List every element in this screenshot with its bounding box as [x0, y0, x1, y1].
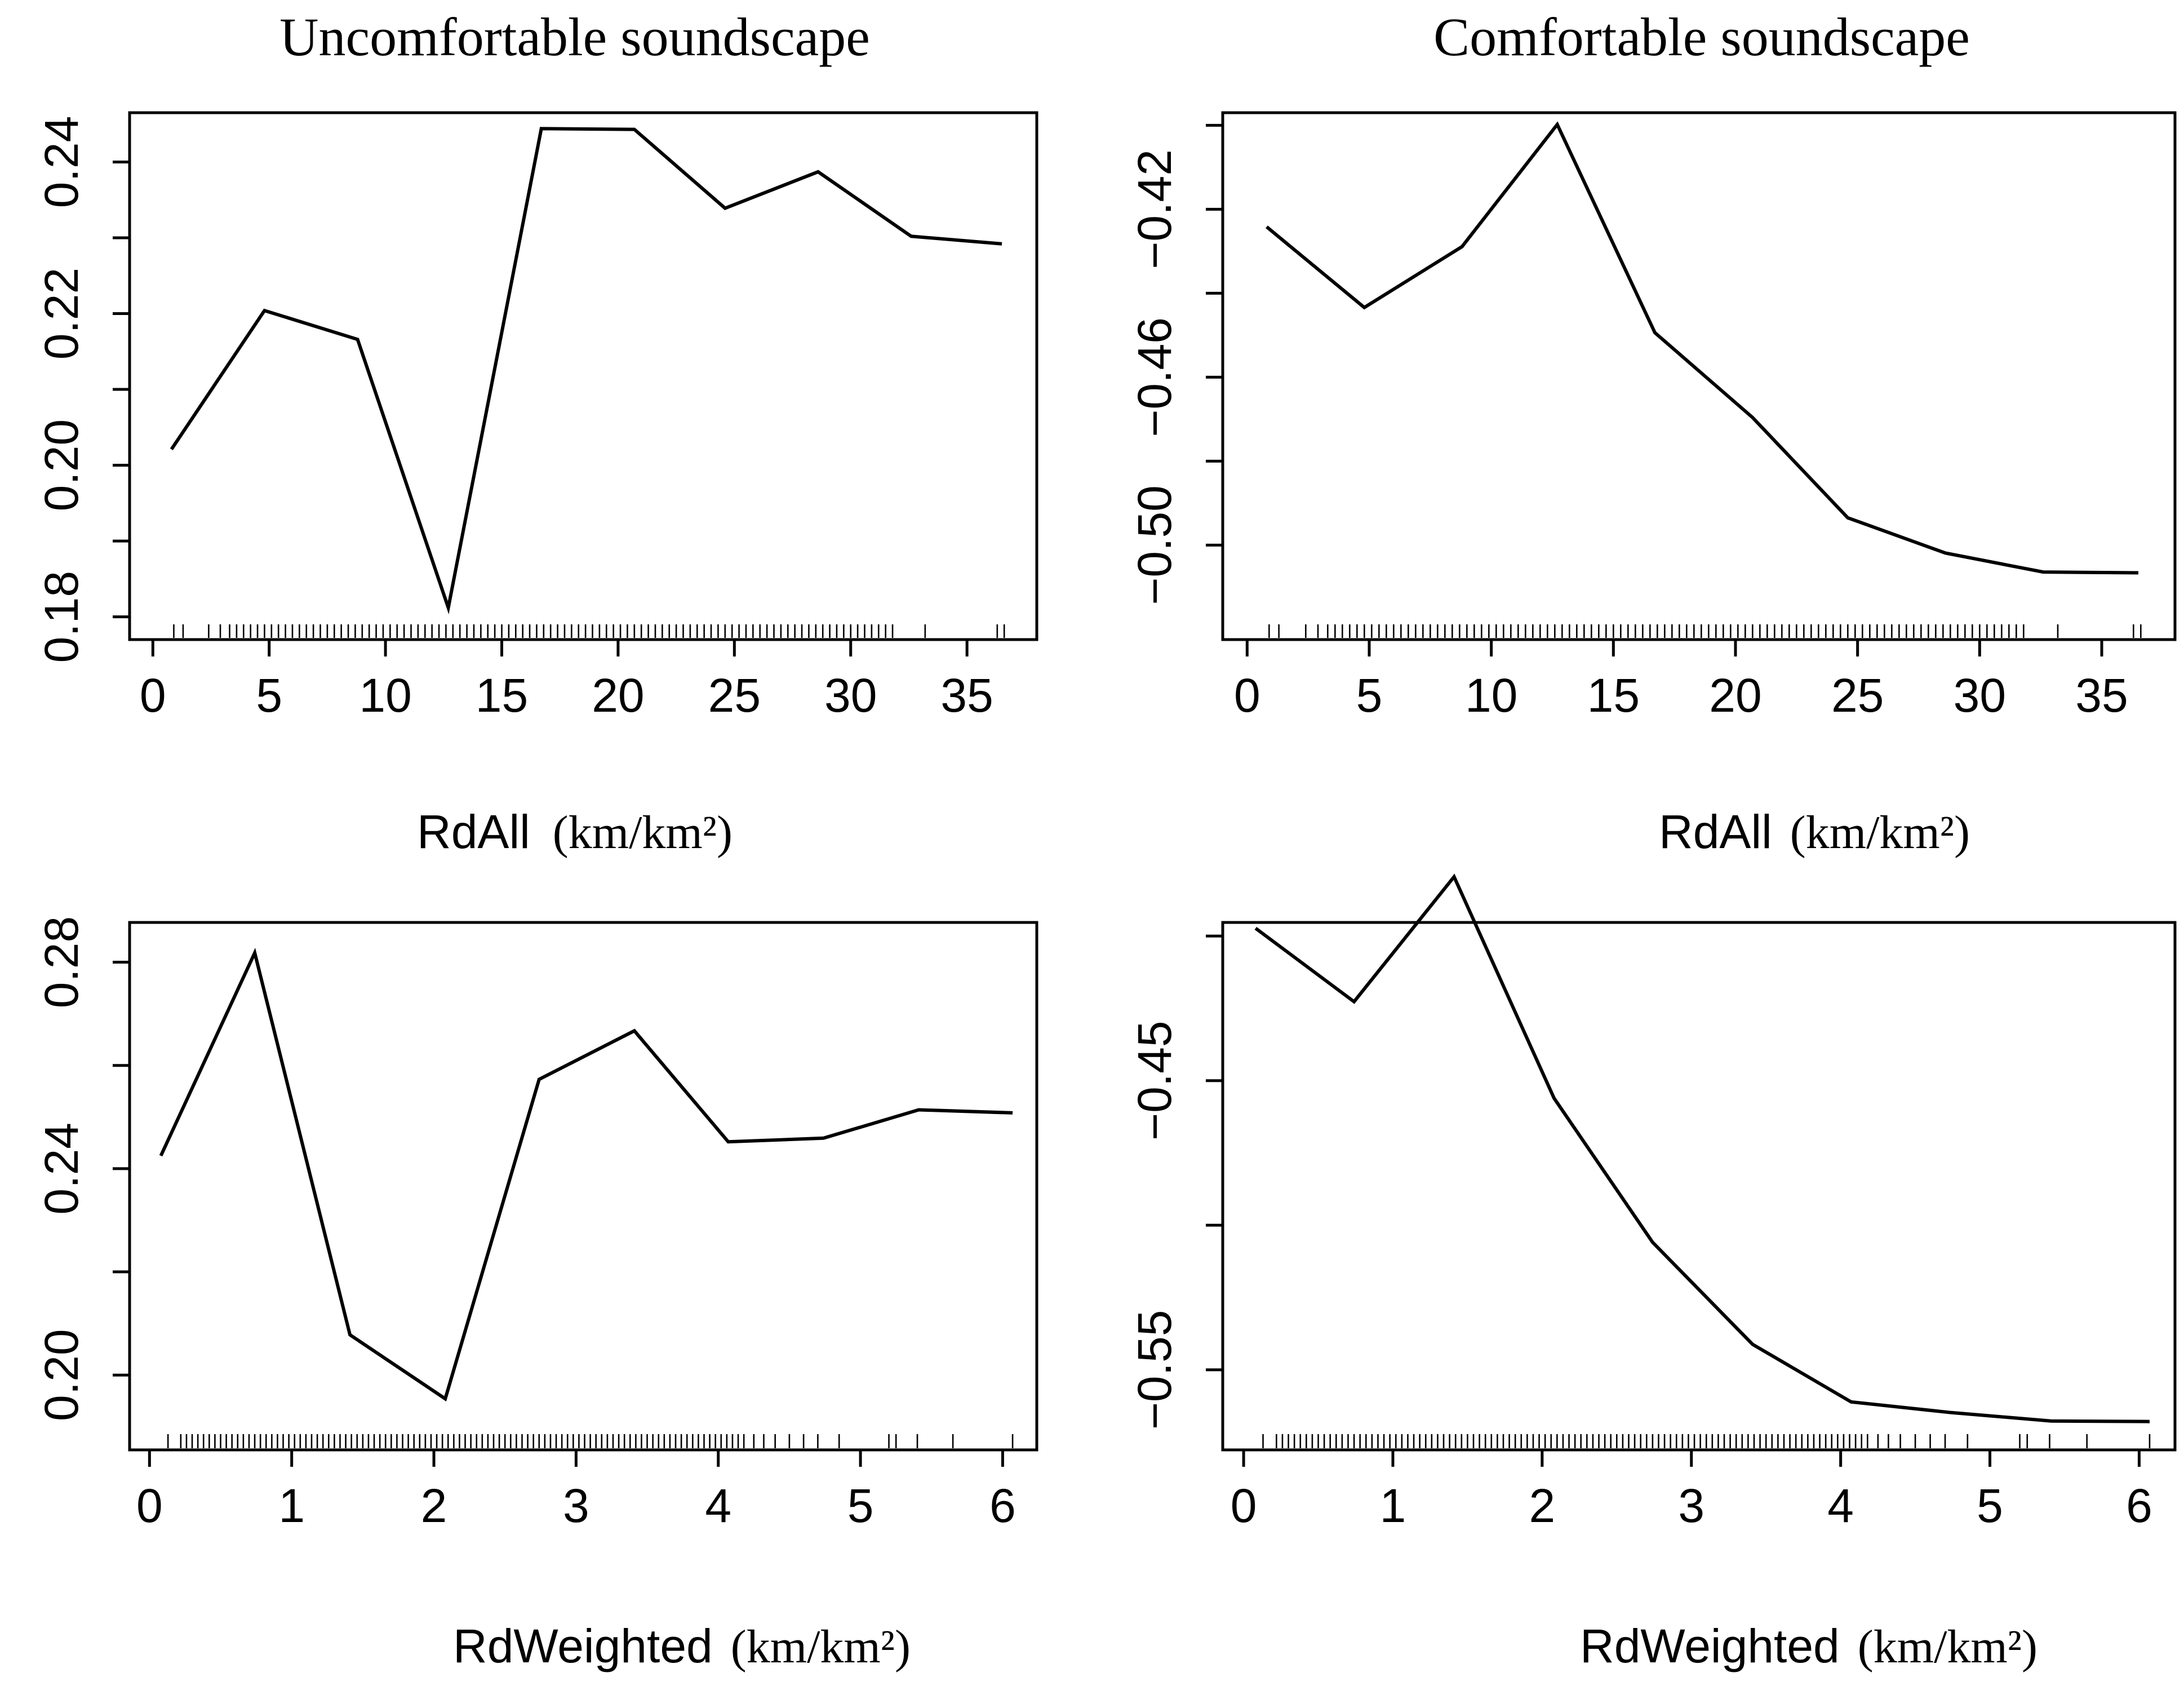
y-tick-label: −0.50 [1128, 485, 1181, 605]
x-axis-label: RdAll (km/km²) [1659, 805, 1970, 859]
x-tick-label: 0 [1231, 1479, 1257, 1532]
y-tick-label: 0.24 [35, 1122, 88, 1215]
series-line [170, 127, 1002, 615]
chart-title: Uncomfortable soundscape [279, 7, 870, 67]
panel-comfortable-rdweighted: RdWeighted (km/km²) 0 1 2 3 4 5 6 −0.55 −0.45 [1128, 873, 2177, 1673]
x-tick-label: 20 [592, 669, 644, 722]
x-tick-label: 30 [1954, 669, 2006, 722]
x-axis-label: RdAll (km/km²) [417, 805, 733, 859]
y-tick-label: −0.42 [1128, 149, 1181, 269]
rug-marks [1262, 1434, 2151, 1448]
y-tick-label: −0.46 [1128, 317, 1181, 437]
x-tick-label: 25 [708, 669, 761, 722]
x-tick-label: 1 [1380, 1479, 1406, 1532]
y-tick-label: 0.18 [35, 571, 88, 663]
x-tick-label: 10 [359, 669, 411, 722]
x-tick-label: 3 [563, 1479, 589, 1532]
x-tick-label: 25 [1831, 669, 1884, 722]
y-tick-label: 0.28 [35, 916, 88, 1009]
x-axis-label-name: RdWeighted [1580, 1620, 1840, 1672]
x-tick-label: 5 [847, 1479, 874, 1532]
y-tick-label: 0.20 [35, 1329, 88, 1421]
x-tick-label: 15 [1587, 669, 1640, 722]
rug-marks [1268, 624, 2142, 638]
x-axis-label-name: RdAll [417, 805, 530, 858]
x-axis-label-name: RdWeighted [453, 1620, 713, 1672]
chart-title: Comfortable soundscape [1433, 7, 1970, 67]
x-axis-label: RdWeighted (km/km²) [453, 1620, 911, 1673]
panel-uncomfortable-rdweighted: RdWeighted (km/km²) 0 1 2 3 4 5 6 0.20 0.24 0.28 [35, 916, 1038, 1673]
x-tick-label: 5 [1977, 1479, 2003, 1532]
x-tick-label: 30 [824, 669, 877, 722]
x-axis-label: RdWeighted (km/km²) [1580, 1620, 2037, 1673]
x-axis-label-unit: (km/km²) [1790, 806, 1970, 859]
x-tick-label: 2 [1529, 1479, 1556, 1532]
x-tick-label: 10 [1465, 669, 1517, 722]
series-line [159, 948, 1013, 1402]
x-tick-label: 15 [476, 669, 528, 722]
x-tick-label: 3 [1678, 1479, 1704, 1532]
x-tick-label: 5 [1356, 669, 1383, 722]
panel-uncomfortable-rdall: Uncomfortable soundscape RdAll (km/km²) 0… [35, 7, 1038, 859]
series-line [1254, 873, 2150, 1423]
x-tick-label: 35 [2075, 669, 2128, 722]
x-tick-label: 5 [256, 669, 282, 722]
x-axis-label-unit: (km/km²) [1858, 1621, 2037, 1673]
x-tick-label: 0 [136, 1479, 163, 1532]
x-axis-label-name: RdAll [1659, 805, 1772, 858]
y-tick-label: 0.20 [35, 419, 88, 512]
y-tick-label: −0.55 [1128, 1310, 1181, 1430]
x-tick-label: 1 [278, 1479, 305, 1532]
y-tick-label: 0.22 [35, 268, 88, 360]
x-tick-label: 0 [1234, 669, 1260, 722]
rug-marks [173, 624, 1005, 638]
rug-marks [167, 1434, 1014, 1448]
x-tick-label: 20 [1709, 669, 1761, 722]
panel-comfortable-rdall: Comfortable soundscape RdAll (km/km²) 0 5 1… [1128, 7, 2177, 859]
series-line [1266, 121, 2139, 575]
x-axis-label-unit: (km/km²) [731, 1621, 911, 1673]
y-tick-label: −0.45 [1128, 1021, 1181, 1141]
x-tick-label: 0 [140, 669, 166, 722]
x-axis-label-unit: (km/km²) [553, 806, 733, 859]
x-tick-label: 4 [1827, 1479, 1854, 1532]
y-tick-label: 0.24 [35, 116, 88, 208]
x-tick-label: 6 [2126, 1479, 2152, 1532]
x-tick-label: 4 [705, 1479, 731, 1532]
x-tick-label: 2 [421, 1479, 447, 1532]
x-tick-label: 6 [989, 1479, 1016, 1532]
x-tick-label: 35 [940, 669, 993, 722]
